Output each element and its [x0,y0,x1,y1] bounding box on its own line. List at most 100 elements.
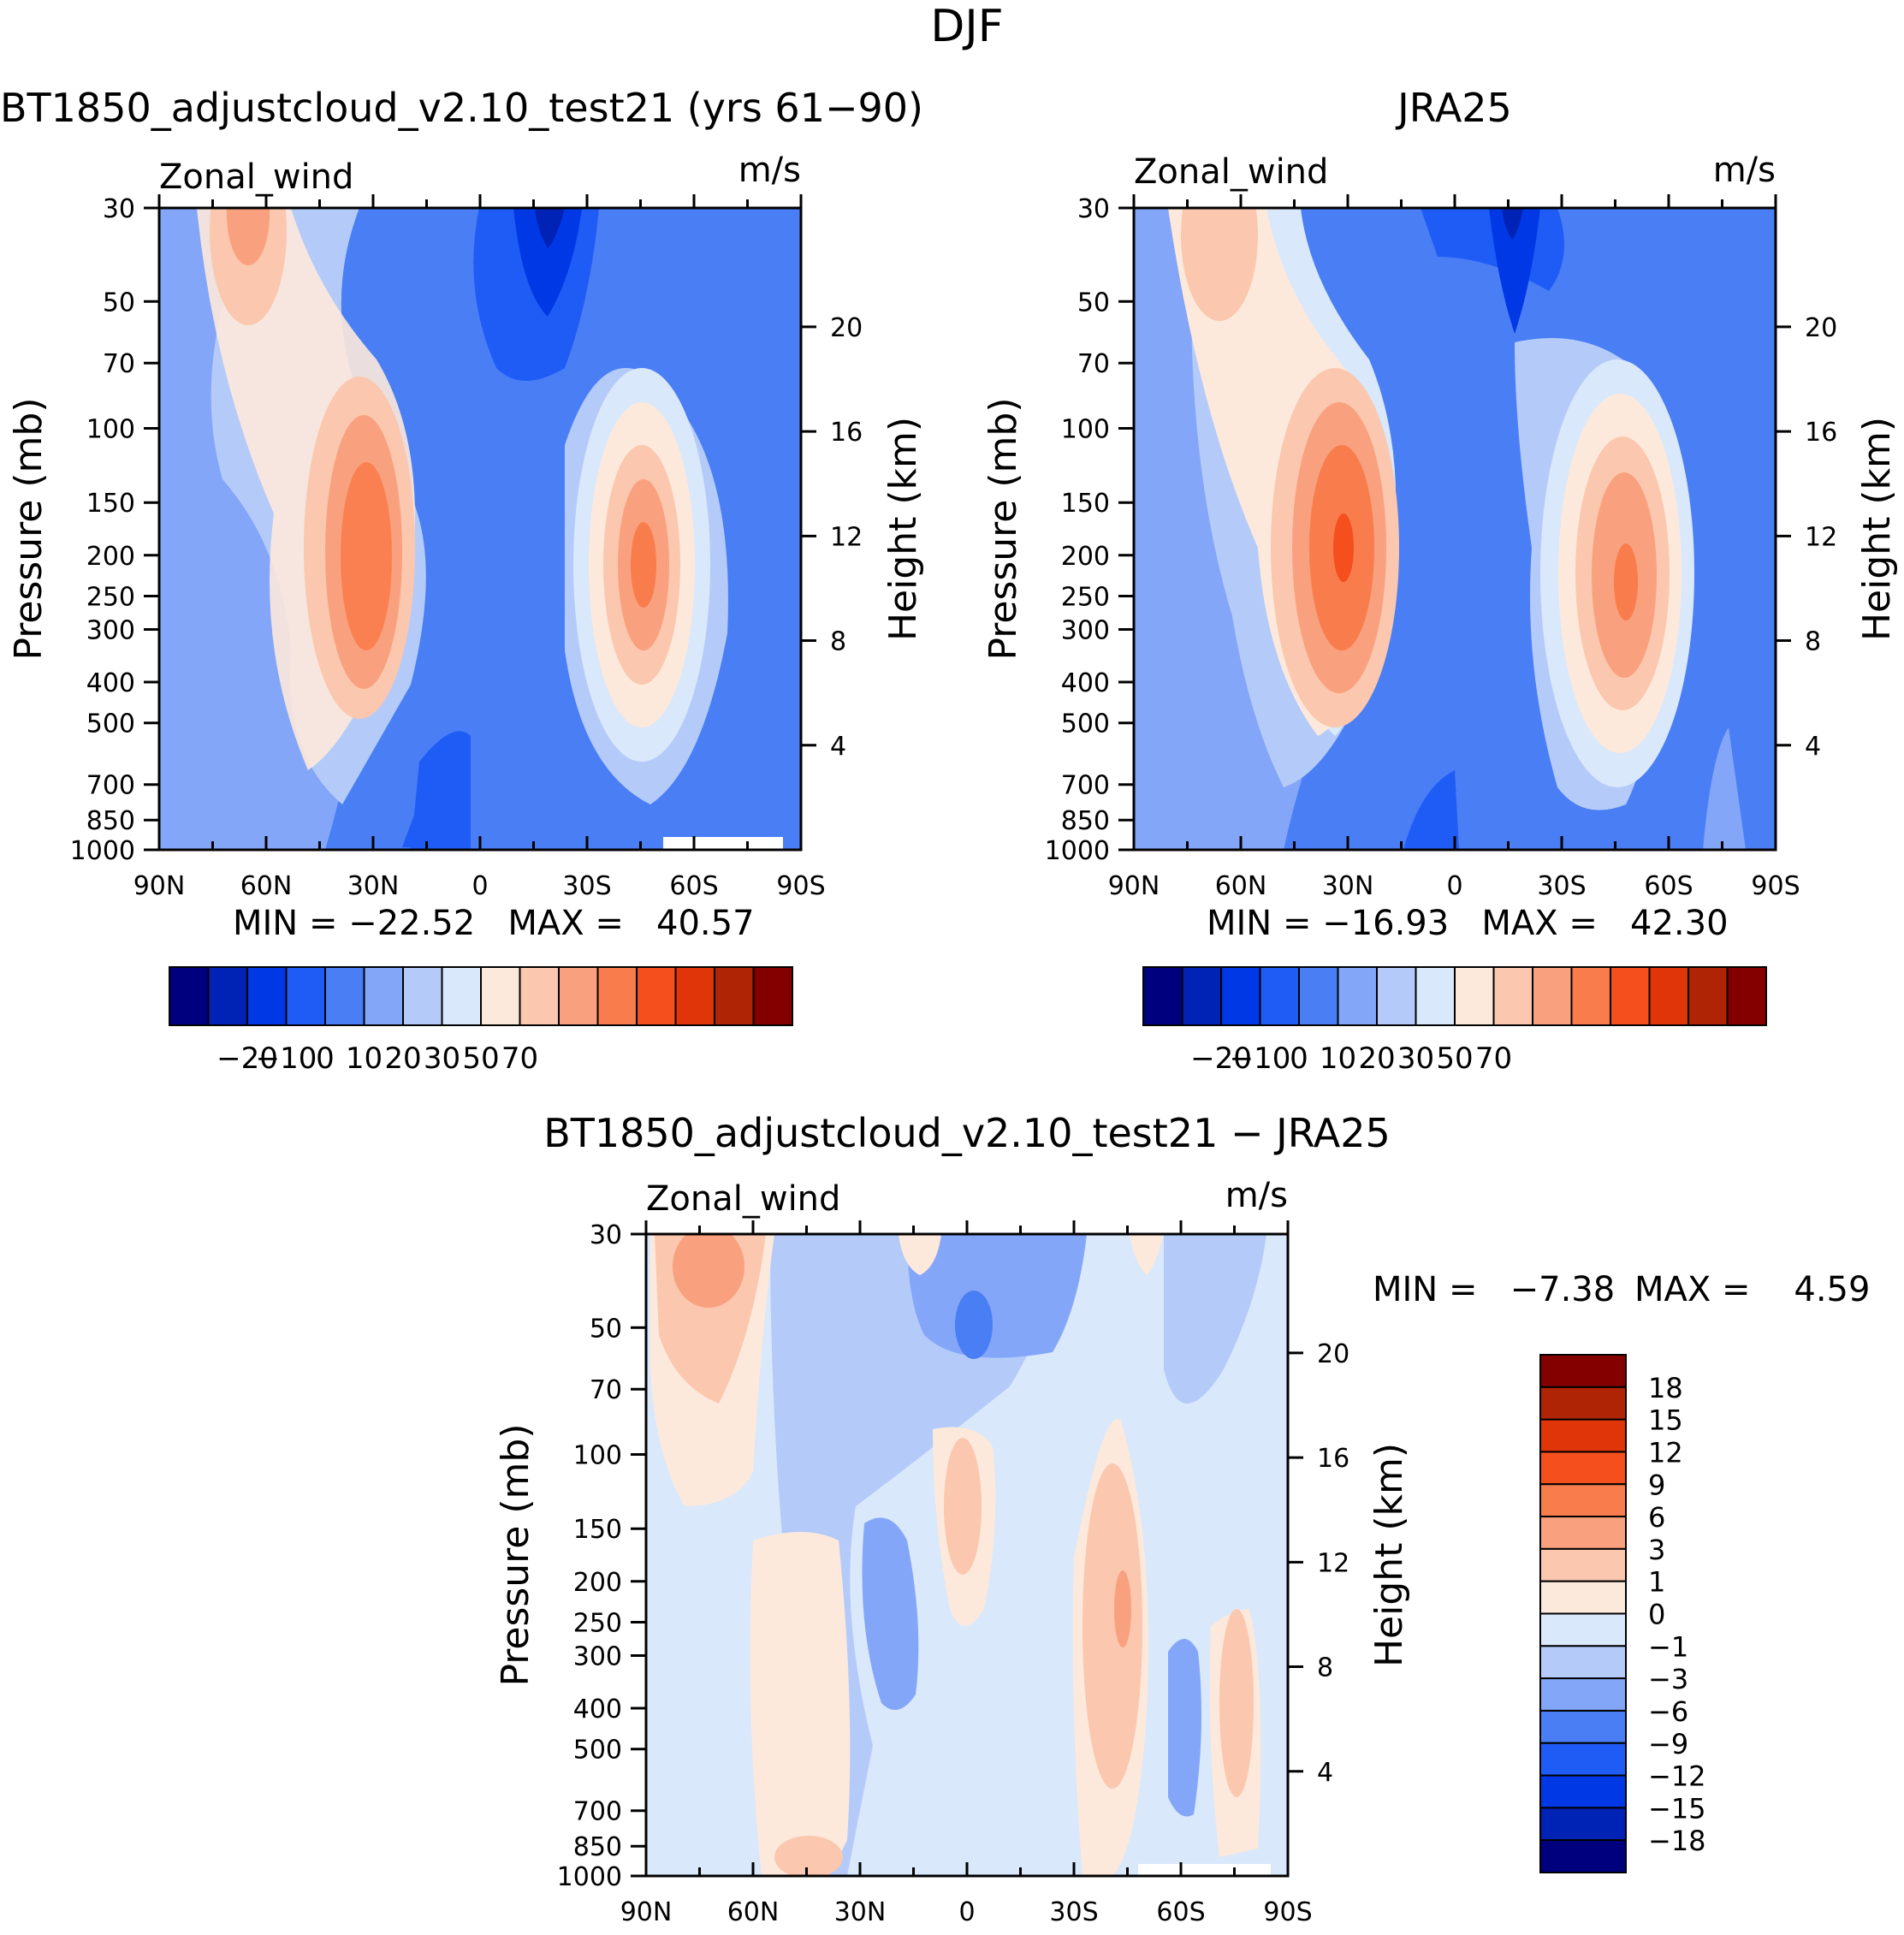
y-tick-label: 250 [573,1608,622,1638]
y-tick-label: 850 [1061,806,1110,836]
colorbar-label: −15 [1648,1792,1706,1825]
y-tick-label: 200 [573,1568,622,1598]
y2-tick-label: 8 [1317,1653,1333,1683]
x-tick-label: 30N [834,1897,887,1927]
y-tick-label: 30 [590,1220,622,1250]
x-tick-label: 60S [669,871,718,901]
colorbar-reanalysis: −20−100 10 20 30 50 70 [1142,966,1767,1076]
colorbar-label: −10 [256,1042,317,1076]
colorbar-swatch [324,966,365,1026]
y2-axis-label: Height (km) [1855,417,1899,641]
x-tick-label: 60N [727,1897,780,1927]
colorbar-label: −3 [1648,1663,1688,1695]
colorbar-swatch [480,966,521,1026]
colorbar-label: 50 [462,1042,499,1076]
y-tick-label: 250 [1061,582,1110,612]
colorbar-label: 10 [346,1042,383,1076]
colorbar-swatch [1539,1516,1627,1550]
y2-tick-label: 12 [1317,1548,1349,1578]
x-tick-label: 30S [1049,1897,1098,1927]
y2-tick-label: 16 [1317,1444,1349,1474]
colorbar-label: 12 [1648,1436,1683,1469]
y2-axis-label: Height (km) [881,417,925,641]
stats-label: MIN = −22.52 MAX = 40.57 [233,904,755,943]
colorbar-swatch [1376,966,1417,1026]
axis-ticks: 90N 60N 30N 0 30S 60S 90S 30 50 70 100 150 200 250300… [70,194,863,901]
colorbar-label: −10 [1230,1042,1291,1076]
x-tick-label: 0 [472,871,488,901]
y-tick-label: 300 [1061,615,1110,645]
x-tick-label: 90S [1263,1897,1312,1927]
y-tick-label: 100 [573,1441,622,1471]
y-tick-label: 50 [103,288,135,318]
y2-tick-label: 4 [830,732,846,762]
colorbar-label: −20 [1190,1042,1252,1076]
colorbar-label: 6 [1648,1501,1665,1534]
x-tick-label: 90N [620,1897,673,1927]
x-tick-label: 0 [1446,871,1462,901]
axis-ticks: 90N 60N 30N 0 30S 60S 90S 30 50 70 100 150 200 250300… [557,1220,1349,1927]
colorbar-swatch [1648,966,1689,1026]
y2-tick-label: 12 [830,522,863,552]
colorbar-label: −6 [1648,1695,1688,1728]
x-tick-label: 90S [1751,871,1800,901]
x-tick-label: 30N [347,871,400,901]
y2-tick-label: 4 [1805,732,1821,762]
units-label: m/s [738,151,801,190]
x-tick-label: 90N [133,871,186,901]
y-tick-label: 300 [86,615,135,645]
stats-min-label: MIN = −7.38 [1373,1270,1615,1309]
colorbar-swatch [1726,966,1767,1026]
y-tick-label: 200 [86,542,135,572]
colorbar-swatch [1539,1612,1627,1647]
colorbar-swatch [752,966,793,1026]
y-tick-label: 500 [573,1736,622,1766]
colorbar-swatch [1688,966,1729,1026]
colorbar-swatch [1181,966,1222,1026]
axis-ticks: 90N 60N 30N 0 30S 60S 90S 30 50 70 100 150 200 250300… [1045,194,1837,901]
y2-tick-label: 8 [1805,627,1821,657]
panel-reanalysis: JRA25 Zonal_wind m/s 90N 60 [982,85,1899,943]
x-tick-label: 30S [1537,871,1586,901]
y2-tick-label: 20 [830,313,863,343]
y2-axis-label: Height (km) [1367,1443,1411,1667]
colorbar-swatch [1532,966,1573,1026]
contour-field [159,208,801,850]
y2-tick-label: 20 [1805,313,1837,343]
colorbar-swatch [207,966,248,1026]
x-tick-label: 60S [1156,1897,1205,1927]
colorbar-swatch [1539,1709,1627,1744]
y-tick-label: 500 [86,709,135,739]
colorbar-swatch [714,966,755,1026]
colorbar-swatch [1539,1483,1627,1518]
y-tick-label: 50 [590,1314,622,1344]
colorbar-swatch [1610,966,1651,1026]
colorbar-label: −9 [1648,1728,1688,1760]
variable-label: Zonal_wind [646,1179,840,1219]
colorbar-label: 0 [1290,1042,1308,1076]
y-tick-label: 100 [86,415,135,445]
y-tick-label: 150 [573,1515,622,1545]
colorbar-swatch [1539,1354,1627,1388]
variable-label: Zonal_wind [1134,152,1328,192]
colorbar-swatch [1142,966,1183,1026]
contour-field [646,1234,1288,1876]
y2-tick-label: 20 [1317,1339,1349,1369]
colorbar-label: 1 [1648,1566,1665,1599]
colorbar-swatch [1539,1839,1627,1873]
colorbar-swatch [1492,966,1533,1026]
y-tick-label: 400 [86,668,135,698]
colorbar-swatch [1454,966,1495,1026]
y-tick-label: 850 [573,1832,622,1862]
colorbar-swatch [1415,966,1456,1026]
panel-difference: BT1850_adjustcloud_v2.10_test21 − JRA25 … [494,1110,1870,1927]
y-tick-label: 100 [1061,415,1110,445]
y-tick-label: 400 [573,1695,622,1724]
units-label: m/s [1225,1176,1288,1215]
colorbar-swatch [1539,1742,1627,1777]
colorbar-label: 50 [1436,1042,1473,1076]
y-tick-label: 70 [590,1375,622,1405]
y-tick-label: 1000 [557,1862,622,1892]
y2-tick-label: 16 [830,418,863,448]
